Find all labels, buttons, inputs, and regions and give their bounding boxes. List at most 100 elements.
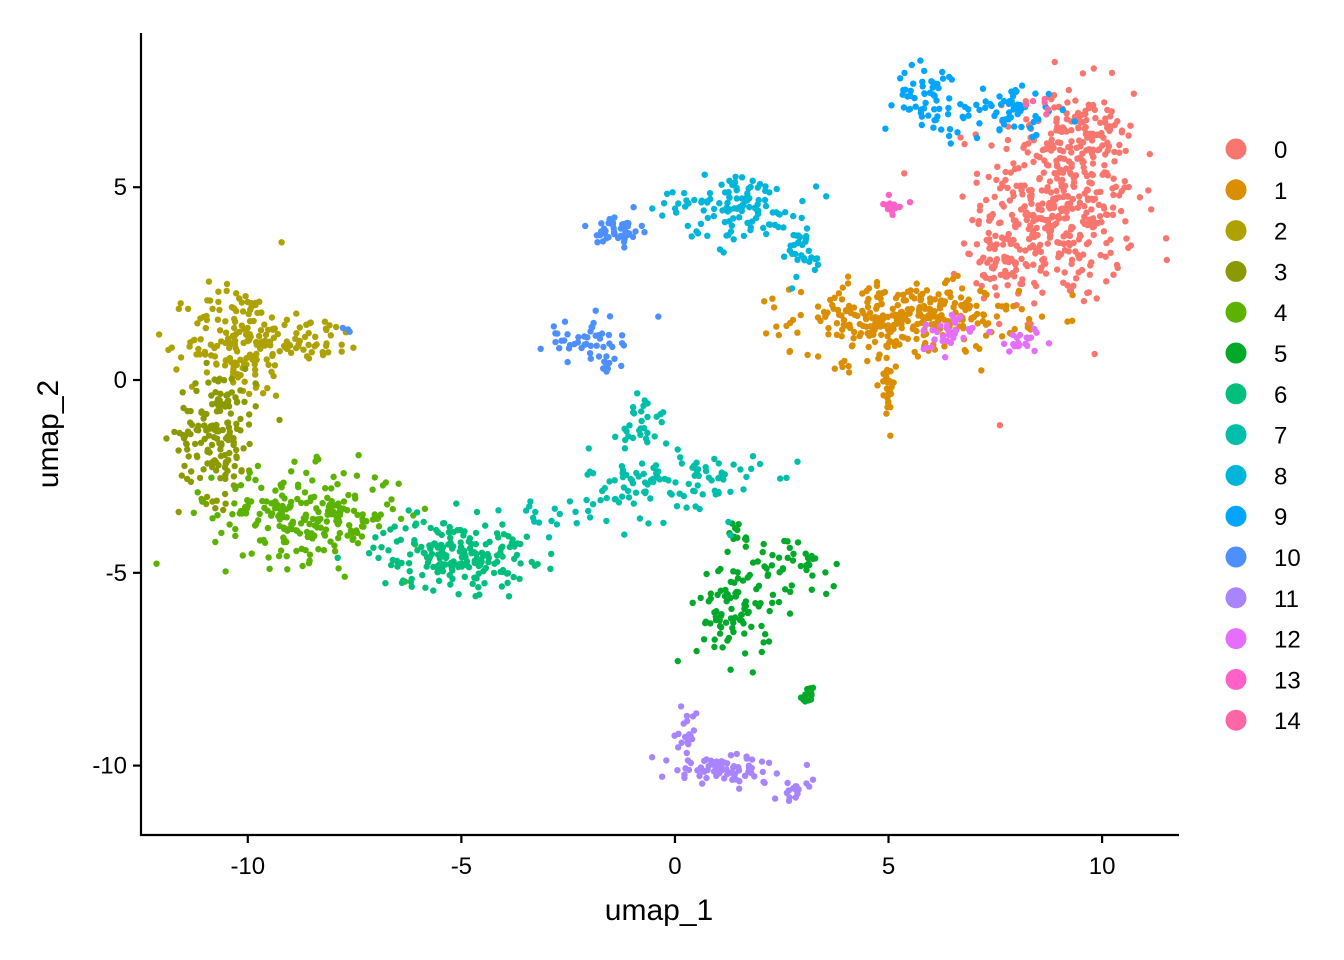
point bbox=[619, 467, 627, 474]
point bbox=[640, 425, 648, 432]
point bbox=[344, 532, 351, 539]
point bbox=[263, 356, 270, 363]
point bbox=[239, 308, 247, 315]
point bbox=[977, 287, 984, 295]
point bbox=[209, 498, 216, 505]
point bbox=[299, 562, 306, 570]
point bbox=[707, 590, 714, 597]
point bbox=[792, 794, 799, 801]
point bbox=[883, 354, 890, 362]
point bbox=[1044, 240, 1052, 247]
point bbox=[945, 104, 952, 112]
point bbox=[883, 342, 890, 349]
point bbox=[1061, 269, 1068, 276]
point bbox=[246, 390, 253, 398]
point bbox=[1001, 256, 1008, 264]
point bbox=[1093, 189, 1100, 196]
point bbox=[571, 340, 578, 348]
point bbox=[1063, 128, 1070, 135]
point bbox=[636, 427, 643, 434]
point bbox=[965, 112, 972, 119]
legend-key bbox=[1225, 383, 1247, 405]
point bbox=[728, 605, 735, 613]
point bbox=[402, 525, 409, 532]
point bbox=[753, 214, 760, 222]
point bbox=[471, 549, 478, 556]
point bbox=[1078, 111, 1085, 119]
point bbox=[759, 548, 766, 556]
point bbox=[618, 332, 626, 339]
point bbox=[268, 512, 275, 519]
point bbox=[1075, 125, 1082, 132]
point bbox=[900, 297, 907, 304]
point bbox=[325, 349, 332, 356]
point bbox=[814, 353, 822, 360]
point bbox=[1088, 170, 1095, 178]
point bbox=[823, 590, 830, 598]
legend-item-4: 4 bbox=[1225, 300, 1287, 327]
point bbox=[666, 489, 674, 497]
point bbox=[1104, 147, 1111, 154]
legend-label: 10 bbox=[1274, 545, 1301, 572]
point bbox=[845, 369, 853, 376]
point bbox=[993, 256, 1001, 263]
point bbox=[198, 408, 205, 415]
point bbox=[602, 359, 610, 367]
point bbox=[1017, 206, 1025, 213]
point bbox=[864, 357, 871, 365]
legend-item-2: 2 bbox=[1225, 219, 1287, 246]
point bbox=[190, 509, 197, 516]
point bbox=[933, 116, 940, 124]
point bbox=[825, 324, 832, 332]
point bbox=[988, 102, 995, 110]
legend-key bbox=[1225, 546, 1247, 568]
point bbox=[972, 343, 980, 350]
point bbox=[294, 495, 301, 503]
point bbox=[564, 358, 571, 366]
x-axis-ticks: -10 -5 0 5 10 bbox=[230, 835, 1115, 880]
point bbox=[960, 334, 967, 342]
point bbox=[227, 410, 234, 417]
point bbox=[805, 247, 812, 254]
point bbox=[204, 460, 211, 467]
point bbox=[188, 468, 195, 475]
point bbox=[935, 291, 942, 298]
point bbox=[1024, 262, 1031, 270]
point bbox=[598, 330, 606, 337]
point bbox=[790, 785, 797, 792]
point bbox=[947, 339, 955, 346]
point bbox=[595, 353, 603, 360]
point bbox=[1035, 202, 1042, 209]
point bbox=[744, 219, 751, 226]
point bbox=[710, 205, 718, 213]
point bbox=[786, 348, 793, 355]
point bbox=[900, 291, 907, 298]
point bbox=[727, 666, 734, 673]
point bbox=[339, 324, 346, 332]
point bbox=[1030, 158, 1037, 165]
point bbox=[201, 351, 209, 358]
point bbox=[835, 311, 843, 318]
series-8 bbox=[649, 171, 830, 292]
point bbox=[884, 333, 891, 340]
point bbox=[548, 517, 555, 525]
point bbox=[1056, 155, 1063, 162]
point bbox=[993, 313, 1001, 320]
point bbox=[1008, 211, 1016, 219]
point bbox=[859, 322, 867, 329]
point bbox=[1063, 116, 1071, 123]
point bbox=[547, 565, 554, 572]
point bbox=[683, 504, 690, 511]
point bbox=[1053, 127, 1060, 134]
point bbox=[457, 539, 464, 546]
point bbox=[455, 563, 462, 571]
point bbox=[1093, 295, 1100, 302]
point bbox=[1012, 86, 1019, 94]
point bbox=[918, 121, 925, 129]
point bbox=[1081, 202, 1088, 210]
point bbox=[902, 311, 910, 318]
point bbox=[180, 435, 188, 442]
point bbox=[1024, 149, 1031, 156]
point bbox=[789, 557, 797, 564]
point bbox=[406, 568, 413, 575]
